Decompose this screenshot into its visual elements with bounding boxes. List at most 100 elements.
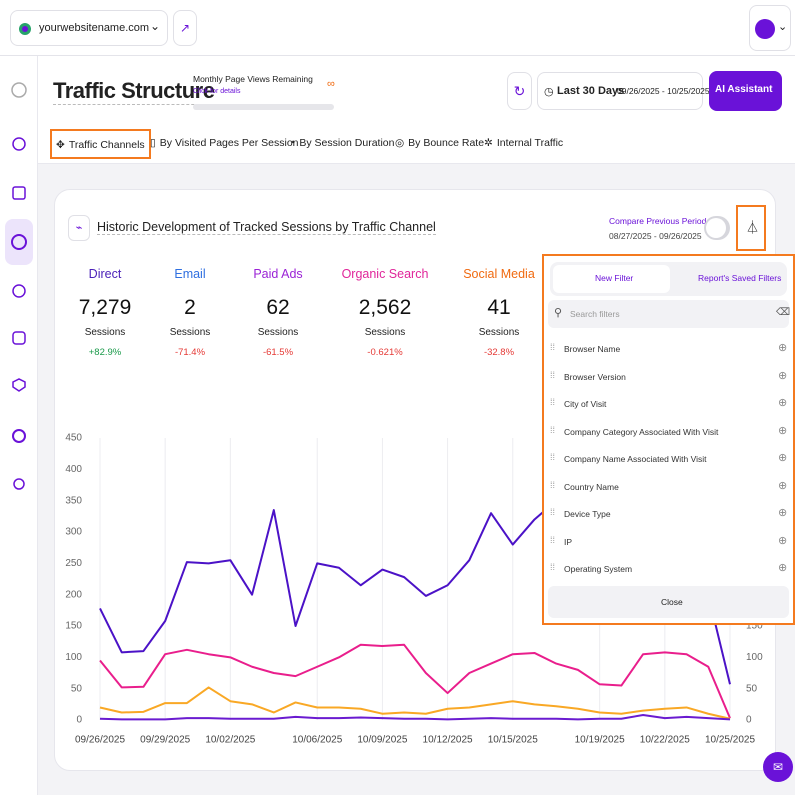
quota-label: Monthly Page Views Remaining — [193, 74, 313, 84]
clear-icon[interactable]: ⌫ — [776, 307, 791, 318]
tab[interactable]: ✲ Internal Traffic — [480, 129, 567, 159]
add-icon[interactable]: ⊕ — [778, 534, 788, 547]
add-icon[interactable]: ⊕ — [778, 507, 788, 519]
x-tick-label: 09/29/2025 — [140, 735, 190, 746]
site-selector[interactable]: yourwebsitename.com ⌄ — [10, 10, 168, 46]
metric-unit: Sessions — [84, 327, 126, 338]
drag-icon: ⁞⁞ — [550, 424, 556, 435]
search-box[interactable]: ⚲ Search filters ⌫ — [548, 300, 791, 328]
filter-item[interactable]: ⁞⁞ Company Name Associated With Visit ⊕ — [548, 448, 789, 470]
filter-item[interactable]: ⁞⁞ Device Type ⊕ — [548, 503, 789, 525]
ai-label: AI Assistant — [715, 84, 773, 95]
add-icon[interactable]: ⊕ — [778, 369, 788, 382]
metric-value: 2 — [184, 296, 196, 319]
drag-icon: ⁞⁞ — [550, 479, 556, 490]
filter-button[interactable]: ⏃ — [736, 205, 766, 251]
add-icon[interactable]: ⊕ — [778, 397, 788, 409]
external-link[interactable]: ↗ — [173, 10, 197, 46]
series-line — [99, 643, 731, 719]
sidebar — [0, 56, 38, 795]
icon[interactable] — [12, 429, 26, 443]
panel-tab[interactable]: Report's Saved Filters — [698, 273, 782, 283]
filter-name: IP — [564, 536, 573, 547]
drag-icon: ⁞⁞ — [550, 507, 556, 517]
active-item[interactable] — [5, 219, 33, 265]
add-icon[interactable]: ⊕ — [778, 342, 788, 354]
tab[interactable]: ◎ By Bounce Rate — [391, 129, 488, 159]
filter-panel: New Filter Report's Saved Filters ⚲ Sear… — [542, 254, 795, 625]
y-tick-label: 350 — [65, 495, 82, 506]
add-icon[interactable]: ⊕ — [778, 452, 788, 464]
x-tick-label: 10/12/2025 — [423, 735, 473, 746]
card-title: Historic Development of Tracked Sessions… — [97, 220, 436, 235]
chat-button[interactable]: ✉ — [763, 752, 793, 782]
metric-value: 41 — [487, 296, 511, 319]
x-tick-label: 10/15/2025 — [488, 735, 538, 746]
x-tick-label: 10/19/2025 — [575, 735, 625, 746]
filter-item[interactable]: ⁞⁞ City of Visit ⊕ — [548, 393, 789, 415]
filter-item[interactable]: ⁞⁞ Country Name ⊕ — [548, 476, 789, 498]
filter-icon: ⏃ — [746, 220, 760, 235]
ai-button[interactable]: AI Assistant — [709, 71, 782, 111]
quota-link[interactable]: Click for details — [193, 88, 241, 95]
close-button[interactable]: Close — [548, 586, 789, 618]
y-tick-label: 50 — [71, 683, 83, 694]
metric-unit: Sessions — [257, 327, 299, 338]
tab[interactable]: ✥ Traffic Channels — [50, 129, 151, 159]
range-dates: 09/26/2025 - 10/25/2025 — [617, 86, 710, 96]
drag-icon: ⁞⁞ — [550, 452, 556, 462]
filter-item[interactable]: ⁞⁞ Company Category Associated With Visit… — [548, 421, 789, 443]
icon[interactable] — [12, 378, 26, 392]
add-icon[interactable]: ⊕ — [778, 562, 788, 574]
panel-tab[interactable]: New Filter — [595, 273, 634, 283]
date-range[interactable]: ◷ Last 30 Days 09/26/2025 - 10/25/2025 — [537, 72, 710, 110]
icon[interactable] — [12, 186, 26, 200]
y-tick-label: 150 — [65, 621, 82, 632]
y-tick-label: 250 — [65, 558, 82, 569]
refresh-button[interactable]: ↻ — [507, 72, 532, 110]
series-line — [99, 713, 731, 721]
x-tick-label: 10/25/2025 — [705, 735, 755, 746]
icon[interactable] — [12, 137, 26, 151]
tab-label: Internal Traffic — [496, 137, 564, 149]
metric-change: -71.4% — [174, 347, 206, 358]
metric-change: -0.621% — [367, 347, 403, 358]
tab[interactable]: ▯ By Visited Pages Per Session — [146, 129, 303, 159]
header — [38, 56, 795, 164]
search-placeholder: Search filters — [570, 309, 620, 319]
close-label: Close — [661, 597, 683, 607]
filter-item[interactable]: ⁞⁞ Operating System ⊕ — [548, 558, 789, 580]
chevron: ⌄ — [150, 19, 161, 33]
add-icon[interactable]: ⊕ — [778, 424, 788, 437]
filter-name: Country Name — [564, 481, 619, 492]
filter-name: Company Category Associated With Visit — [564, 426, 719, 437]
tab-label: By Bounce Rate — [408, 137, 485, 149]
panel-tabs: New Filter Report's Saved Filters — [550, 262, 787, 296]
filter-item[interactable]: ⁞⁞ IP ⊕ — [548, 531, 789, 553]
tab[interactable]: ◔ By Session Duration — [285, 129, 398, 159]
x-tick-label: 09/26/2025 — [75, 735, 125, 746]
metric-change: +82.9% — [88, 347, 122, 358]
icon[interactable] — [12, 331, 26, 345]
y-tick-label: 100 — [65, 652, 82, 663]
metric-name: Social Media — [463, 267, 535, 281]
icon[interactable] — [13, 478, 25, 490]
search-icon: ⚲ — [554, 307, 563, 319]
drag-icon: ⁞⁞ — [550, 562, 556, 572]
filter-item[interactable]: ⁞⁞ Browser Name ⊕ — [548, 338, 789, 360]
icon[interactable] — [12, 284, 26, 298]
filter-name: Browser Version — [564, 371, 626, 382]
compare-toggle[interactable] — [704, 216, 730, 240]
y-tick-label: 300 — [65, 527, 82, 538]
icon[interactable] — [11, 82, 27, 98]
tab-label: By Visited Pages Per Session — [159, 137, 299, 149]
sidebar-icons — [5, 82, 33, 490]
tab-icon: ▯ — [150, 137, 156, 149]
profile-menu[interactable]: ⌄ — [749, 5, 791, 51]
compare-label: Compare Previous Period — [609, 216, 707, 226]
add-icon[interactable]: ⊕ — [778, 479, 788, 492]
filter-item[interactable]: ⁞⁞ Browser Version ⊕ — [548, 366, 789, 388]
metric-change: -32.8% — [483, 347, 515, 358]
metric-name: Email — [174, 267, 206, 281]
